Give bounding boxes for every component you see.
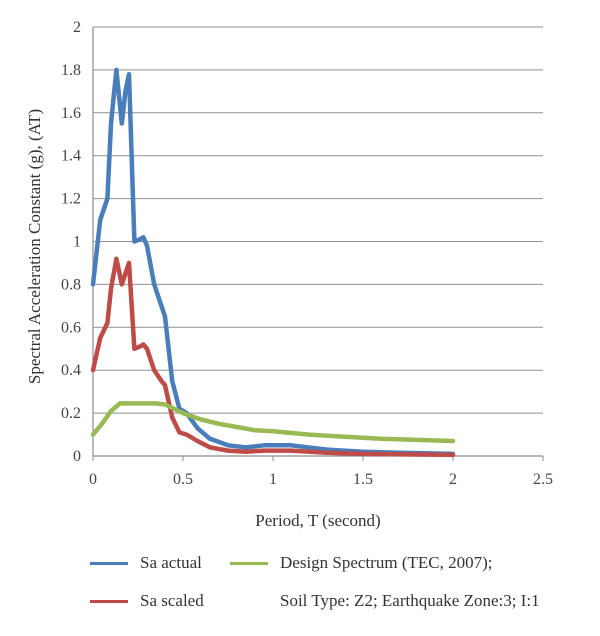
y-tick-label: 0 [73, 448, 81, 465]
x-tick-labels: 0 0.5 1 1.5 2 2.5 [89, 471, 553, 488]
y-tick-label: 1.4 [61, 148, 81, 165]
y-axis-title: Spectral Acceleration Constant (g), (AT) [25, 109, 44, 384]
legend-item-sa-actual: Sa actual [90, 553, 202, 573]
legend-item-sa-scaled: Sa scaled [90, 591, 204, 611]
series-line-1 [90, 256, 456, 458]
y-tick-label: 1.6 [61, 105, 81, 122]
x-tick-label: 2 [449, 471, 457, 488]
y-tick-label: 1.8 [61, 62, 81, 79]
y-tick-label: 1.2 [61, 191, 81, 208]
grid-lines [92, 26, 544, 461]
y-tick-label: 0.6 [61, 319, 81, 336]
legend-label-design-spectrum: Design Spectrum (TEC, 2007); [280, 553, 493, 572]
y-tick-labels: 0 0.2 0.4 0.6 0.8 1 1.2 1.4 1.6 1.8 2 [61, 19, 81, 465]
series-lines [90, 67, 456, 458]
legend-label-sa-actual: Sa actual [140, 553, 202, 572]
legend: Sa actual Sa scaled Design Spectrum (TEC… [90, 553, 590, 623]
legend-swatch-design-spectrum [230, 561, 268, 565]
y-tick-label: 0.4 [61, 362, 81, 379]
y-tick-label: 0.2 [61, 405, 81, 422]
legend-swatch-sa-actual [90, 561, 128, 565]
legend-swatch-sa-scaled [90, 599, 128, 603]
y-tick-label: 2 [73, 19, 81, 36]
y-tick-label: 0.8 [61, 276, 81, 293]
y-tick-label: 1 [73, 234, 81, 251]
x-axis-title: Period, T (second) [255, 511, 380, 530]
legend-soil-info: Soil Type: Z2; Earthquake Zone:3; I:1 [280, 591, 540, 610]
x-tick-label: 1.5 [353, 471, 373, 488]
series-line-2 [90, 401, 456, 444]
x-tick-label: 0.5 [173, 471, 193, 488]
x-tick-label: 0 [89, 471, 97, 488]
legend-item-design-spectrum: Design Spectrum (TEC, 2007); [230, 553, 492, 573]
x-tick-label: 2.5 [533, 471, 553, 488]
series-line-0 [90, 67, 456, 457]
legend-label-sa-scaled: Sa scaled [140, 591, 204, 610]
x-tick-label: 1 [269, 471, 277, 488]
